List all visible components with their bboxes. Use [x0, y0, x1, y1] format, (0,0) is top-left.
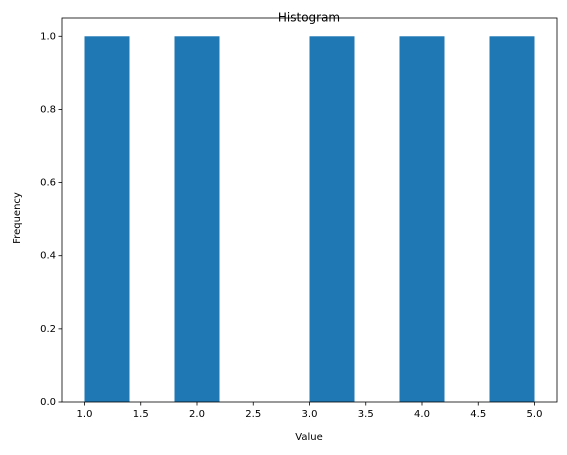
- y-tick-label: 0.0: [40, 397, 56, 408]
- y-tick-label: 0.2: [40, 324, 56, 335]
- y-tick-label: 1.0: [40, 31, 56, 42]
- x-tick-label: 4.0: [414, 409, 430, 420]
- x-tick-label: 2.0: [189, 409, 205, 420]
- bar: [399, 36, 445, 403]
- bar: [174, 36, 220, 403]
- plot-frame: [61, 17, 558, 403]
- x-tick-label: 3.0: [302, 409, 318, 420]
- x-tick-label: 1.5: [133, 409, 149, 420]
- x-tick-label: 2.5: [245, 409, 261, 420]
- y-tick-label: 0.6: [40, 178, 56, 189]
- x-tick-label: 1.0: [77, 409, 93, 420]
- y-axis-label: Frequency: [12, 192, 23, 244]
- x-axis-label: Value: [295, 432, 322, 443]
- y-tick-label: 0.8: [40, 104, 56, 115]
- x-tick-label: 3.5: [358, 409, 374, 420]
- y-tick-label: 0.4: [40, 251, 56, 262]
- chart-title: Histogram: [278, 11, 340, 25]
- bar: [309, 36, 355, 403]
- x-tick-label: 4.5: [470, 409, 486, 420]
- x-tick-label: 5.0: [527, 409, 543, 420]
- bar: [489, 36, 535, 403]
- bar: [84, 36, 130, 403]
